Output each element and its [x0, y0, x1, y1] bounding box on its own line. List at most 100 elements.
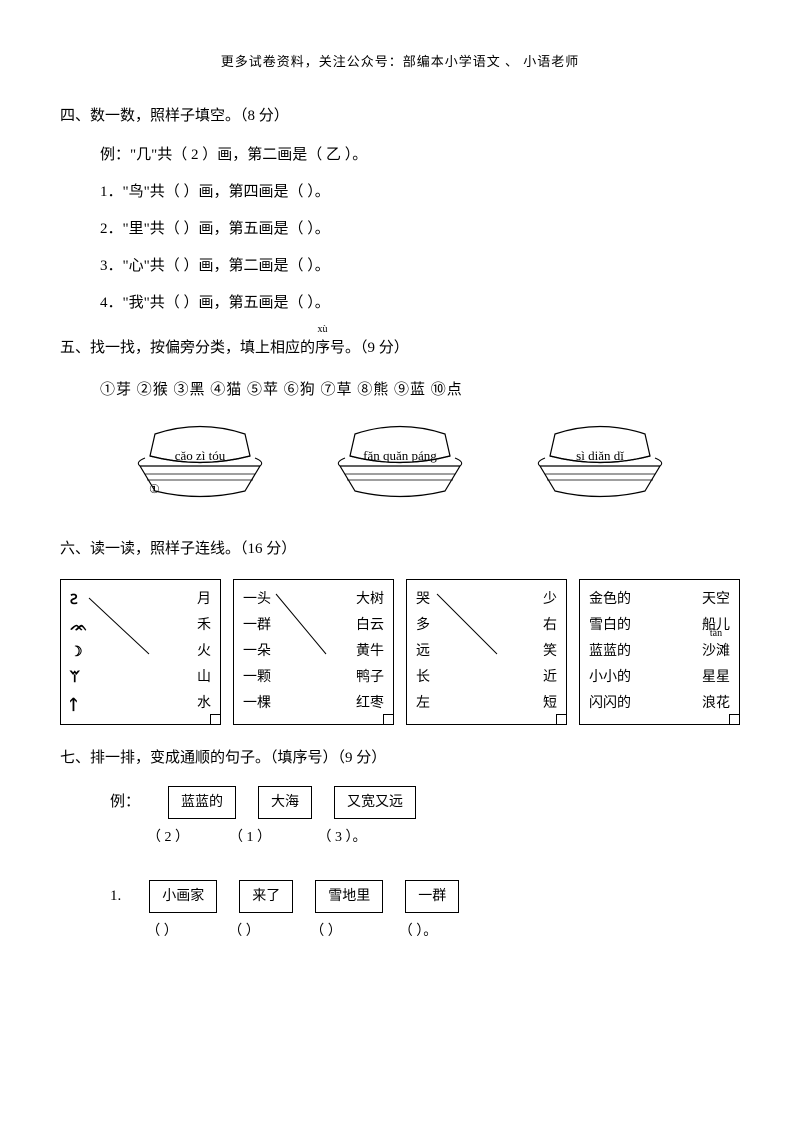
match-left: 远 [416, 639, 430, 665]
word-box: 又宽又远 [334, 786, 416, 819]
section4-example: 例："几"共（ 2 ）画，第二画是（ 乙 ）。 [100, 142, 740, 169]
match-right: 少 [543, 587, 557, 613]
match-right: 右 [543, 613, 557, 639]
section7-title: 七、排一排，变成通顺的句子。（填序号）（9 分） [60, 745, 740, 772]
pinyin-text: xù [315, 321, 330, 339]
match-row: 多右 [416, 613, 557, 639]
match-right: 笑 [543, 639, 557, 665]
match-right: 火 [197, 639, 211, 665]
section7-q1-answers: （ ） （ ） （ ） （ ）。 [110, 919, 740, 944]
match-left: 一头 [243, 587, 271, 613]
match-boxes: 𐆓月ᨏ禾☽火𐊘山𐍊水 一头大树一群白云一朵黄牛一颗鸭子一棵红枣 哭少多右远笑长近… [60, 579, 740, 724]
match-row: ☽火 [70, 639, 211, 665]
basket-2-label: fǎn quǎn páng [325, 444, 475, 467]
match-right: 水 [197, 691, 211, 717]
match-row: 远笑 [416, 639, 557, 665]
word-box: 雪地里 [315, 880, 383, 913]
word-box: 蓝蓝的 [168, 786, 236, 819]
match-right: 鸭子 [356, 665, 384, 691]
match-row: 一颗 鸭子 [243, 665, 384, 691]
match-left: 𐊘 [70, 665, 81, 691]
match-row: 小小的 星星 [589, 665, 730, 691]
section5-title-pre: 五、找一找，按偏旁分类，填上相应的 [60, 340, 315, 356]
basket-1-num: ① [149, 479, 160, 501]
section5-items: ①芽 ②猴 ③黑 ④猫 ⑤苹 ⑥狗 ⑦草 ⑧熊 ⑨蓝 ⑩点 [100, 377, 740, 404]
match-right: 红枣 [356, 691, 384, 717]
match-right: 浪花 [702, 691, 730, 717]
match-left: 哭 [416, 587, 430, 613]
basket-1: cǎo zì tóu ① [125, 424, 275, 512]
match-left: ☽ [70, 639, 83, 665]
basket-3-label: sì diǎn dǐ [525, 444, 675, 467]
section7-q1-row: 1. 小画家 来了 雪地里 一群 [110, 880, 740, 913]
word-box: 大海 [258, 786, 312, 819]
match-right: 山 [197, 665, 211, 691]
match-left: 多 [416, 613, 430, 639]
page-header: 更多试卷资料，关注公众号：部编本小学语文 、 小语老师 [60, 50, 740, 73]
section4-item-3: 3．"心"共（ ）画，第二画是（ ）。 [100, 253, 740, 280]
match-left: 金色的 [589, 587, 631, 613]
match-right: 月 [197, 587, 211, 613]
match-row: 一棵 红枣 [243, 691, 384, 717]
match-left: 𐍊 [70, 691, 77, 717]
answer-slot: （ 3 ）。 [302, 825, 382, 850]
match-left: 一朵 [243, 639, 271, 665]
answer-slot: （ ） [296, 919, 356, 944]
corner-fold-icon [556, 714, 566, 724]
match-right: 大树 [356, 587, 384, 613]
match-box-3: 哭少多右远笑长近左短 [406, 579, 567, 724]
basket-2: fǎn quǎn páng [325, 424, 475, 512]
match-right: 近 [543, 665, 557, 691]
match-left: 闪闪的 [589, 691, 631, 717]
answer-slot: （ ）。 [378, 919, 458, 944]
match-right: 天空 [702, 587, 730, 613]
match-right: 短 [543, 691, 557, 717]
match-left: 一颗 [243, 665, 271, 691]
answer-slot: （ ） [214, 919, 274, 944]
match-right: 星星 [702, 665, 730, 691]
example-label: 例： [110, 789, 140, 816]
match-right: 白云 [356, 613, 384, 639]
match-row: 哭少 [416, 587, 557, 613]
match-row: 𐍊水 [70, 691, 211, 717]
basket-3: sì diǎn dǐ [525, 424, 675, 512]
corner-fold-icon [383, 714, 393, 724]
match-right: tān沙滩 [702, 639, 730, 665]
section4-title: 四、数一数，照样子填空。（8 分） [60, 103, 740, 130]
match-box-1: 𐆓月ᨏ禾☽火𐊘山𐍊水 [60, 579, 221, 724]
answer-slot: （ ） [132, 919, 192, 944]
word-box: 来了 [239, 880, 293, 913]
match-left: 小小的 [589, 665, 631, 691]
match-left: 左 [416, 691, 430, 717]
match-row: 𐆓月 [70, 587, 211, 613]
section5-char: 序 [315, 340, 330, 356]
match-row: 𐊘山 [70, 665, 211, 691]
match-left: 长 [416, 665, 430, 691]
match-box-2: 一头 大树一群 白云一朵 黄牛一颗 鸭子一棵 红枣 [233, 579, 394, 724]
match-left: 蓝蓝的 [589, 639, 631, 665]
baskets-row: cǎo zì tóu ① fǎn quǎn páng sì diǎn dǐ [100, 424, 700, 512]
match-row: 金色的 天空 [589, 587, 730, 613]
word-box: 一群 [405, 880, 459, 913]
section4-item-4: 4．"我"共（ ）画，第五画是（ ）。 [100, 290, 740, 317]
match-left: 一群 [243, 613, 271, 639]
match-left: 一棵 [243, 691, 271, 717]
match-left: 𐆓 [70, 587, 78, 613]
match-row: 一朵 黄牛 [243, 639, 384, 665]
match-box-4: 金色的天空雪白的船儿蓝蓝的tān沙滩小小的星星闪闪的浪花 [579, 579, 740, 724]
section5-title-post: 号。（9 分） [330, 340, 409, 356]
section5-title: 五、找一找，按偏旁分类，填上相应的xù序号。（9 分） [60, 335, 740, 362]
match-right: 禾 [197, 613, 211, 639]
match-left: 雪白的 [589, 613, 631, 639]
section7-example-answers: （ 2 ） （ 1 ） （ 3 ）。 [110, 825, 740, 850]
basket-1-label: cǎo zì tóu [125, 444, 275, 467]
match-right: 黄牛 [356, 639, 384, 665]
section6-title: 六、读一读，照样子连线。（16 分） [60, 536, 740, 563]
match-left: ᨏ [70, 613, 87, 639]
match-row: ᨏ禾 [70, 613, 211, 639]
match-row: 闪闪的 浪花 [589, 691, 730, 717]
match-row: 蓝蓝的 tān沙滩 [589, 639, 730, 665]
section5-title-pinyin-char: xù序 [315, 335, 330, 362]
corner-fold-icon [210, 714, 220, 724]
q1-label: 1. [110, 883, 121, 910]
